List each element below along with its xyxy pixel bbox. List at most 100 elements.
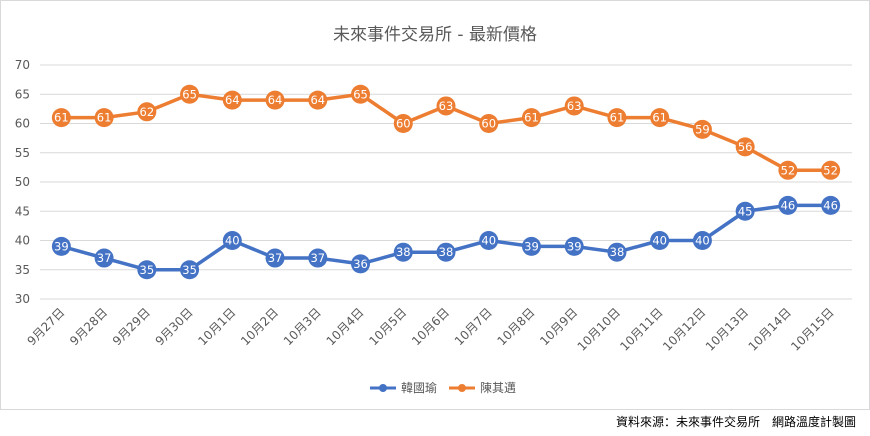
data-label: 38 <box>396 245 411 259</box>
series-line: 39 37 35 35 40 37 37 36 38 38 40 39 39 38 40 40 45 46 46 <box>51 195 841 280</box>
legend-item[interactable]: 陳其邁 <box>449 381 516 395</box>
y-tick-label: 60 <box>15 117 30 131</box>
data-point[interactable] <box>821 160 841 180</box>
data-point[interactable] <box>222 231 242 250</box>
y-tick-label: 65 <box>15 87 30 101</box>
data-point[interactable] <box>180 84 200 104</box>
data-label: 61 <box>524 111 539 125</box>
y-tick-label: 35 <box>15 263 30 277</box>
y-tick-label: 45 <box>15 204 30 218</box>
x-tick-label: 10月1日 <box>195 305 238 348</box>
data-point[interactable] <box>308 90 328 110</box>
x-tick-label: 10月5日 <box>366 305 409 348</box>
x-tick-label: 10月8日 <box>495 305 538 348</box>
data-label: 39 <box>567 239 582 253</box>
data-point[interactable] <box>222 90 242 110</box>
data-label: 61 <box>54 111 69 125</box>
data-point[interactable] <box>607 108 627 128</box>
data-point[interactable] <box>650 108 670 128</box>
data-point[interactable] <box>692 119 712 139</box>
data-point[interactable] <box>265 248 285 268</box>
data-label: 36 <box>353 257 368 271</box>
data-label: 39 <box>54 239 69 253</box>
data-point[interactable] <box>436 96 456 116</box>
x-tick-label: 10月6日 <box>409 305 452 348</box>
x-tick-label: 10月9日 <box>537 305 580 348</box>
data-point[interactable] <box>436 242 456 262</box>
data-label: 64 <box>268 93 283 107</box>
data-point[interactable] <box>308 248 328 268</box>
data-point[interactable] <box>521 236 541 256</box>
data-point[interactable] <box>521 108 541 128</box>
legend-marker <box>458 384 466 392</box>
data-label: 35 <box>182 263 197 277</box>
data-label: 60 <box>396 117 411 131</box>
data-label: 39 <box>524 239 539 253</box>
x-tick-label: 10月2日 <box>238 305 281 348</box>
data-point[interactable] <box>393 114 413 133</box>
data-point[interactable] <box>650 231 670 250</box>
data-label: 65 <box>353 87 368 101</box>
data-point[interactable] <box>94 248 114 268</box>
legend-item[interactable]: 韓國瑜 <box>370 380 437 395</box>
data-point[interactable] <box>821 195 841 215</box>
chart-title: 未來事件交易所 - 最新價格 <box>333 25 537 45</box>
data-label: 40 <box>695 234 710 248</box>
data-label: 52 <box>823 163 838 177</box>
x-tick-label: 10月12日 <box>660 305 708 353</box>
data-point[interactable] <box>351 84 371 104</box>
data-label: 45 <box>738 204 753 218</box>
source-note: 資料來源：未來事件交易所 網路溫度計製圖 <box>615 415 856 429</box>
data-label: 46 <box>781 198 796 212</box>
x-tick-label: 10月14日 <box>746 305 794 353</box>
data-label: 37 <box>97 251 112 265</box>
x-tick-label: 10月3日 <box>281 305 324 348</box>
y-tick-label: 70 <box>15 58 30 72</box>
legend-label: 陳其邁 <box>480 381 516 395</box>
data-label: 63 <box>567 99 582 113</box>
y-tick-label: 30 <box>15 292 30 306</box>
data-point[interactable] <box>137 260 157 280</box>
data-point[interactable] <box>265 90 285 110</box>
data-point[interactable] <box>778 160 798 180</box>
x-tick-label: 10月7日 <box>452 305 495 348</box>
data-label: 61 <box>97 111 112 125</box>
x-tick-label: 10月4日 <box>324 305 367 348</box>
data-label: 56 <box>738 140 753 154</box>
data-label: 35 <box>140 263 155 277</box>
data-point[interactable] <box>778 195 798 215</box>
gridlines <box>40 64 852 300</box>
data-label: 40 <box>652 234 667 248</box>
data-point[interactable] <box>51 236 71 256</box>
data-point[interactable] <box>564 236 584 256</box>
data-point[interactable] <box>351 254 371 274</box>
legend[interactable]: 韓國瑜 陳其邁 <box>370 380 516 395</box>
data-point[interactable] <box>51 108 71 128</box>
legend-label: 韓國瑜 <box>401 380 437 395</box>
data-point[interactable] <box>479 114 499 133</box>
data-point[interactable] <box>564 96 584 116</box>
data-label: 61 <box>652 111 667 125</box>
data-label: 63 <box>439 99 454 113</box>
x-tick-label: 10月11日 <box>617 305 665 353</box>
x-axis: 9月27日 9月28日 9月29日 9月30日 10月1日 10月2日 10月3日 10月4日… <box>24 305 836 353</box>
data-label: 40 <box>225 234 240 248</box>
data-point[interactable] <box>479 231 499 250</box>
data-point[interactable] <box>180 260 200 280</box>
x-tick-label: 10月13日 <box>703 305 751 353</box>
data-point[interactable] <box>607 242 627 262</box>
data-point[interactable] <box>735 137 755 157</box>
data-label: 37 <box>268 251 283 265</box>
data-point[interactable] <box>393 242 413 262</box>
data-label: 38 <box>439 245 454 259</box>
y-tick-label: 55 <box>15 146 30 160</box>
data-point[interactable] <box>94 108 114 128</box>
data-point[interactable] <box>692 231 712 250</box>
data-point[interactable] <box>137 102 157 122</box>
x-tick-label: 9月27日 <box>24 305 67 348</box>
data-point[interactable] <box>735 201 755 221</box>
x-tick-label: 10月10日 <box>575 305 623 353</box>
x-tick-label: 10月15日 <box>788 305 836 353</box>
data-label: 38 <box>610 245 625 259</box>
